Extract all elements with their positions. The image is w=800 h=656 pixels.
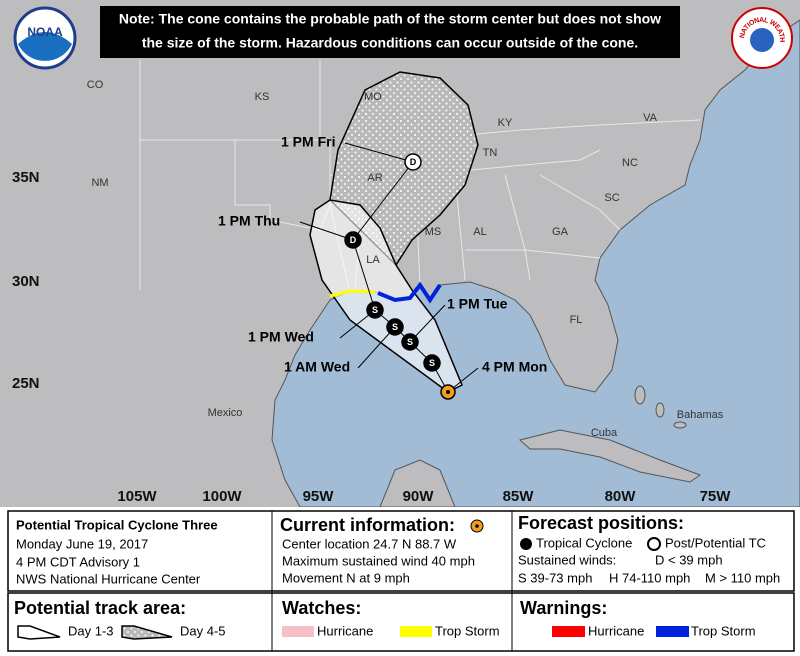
place-label: KS [255, 91, 270, 103]
info-box [7, 510, 795, 592]
forecast-time-label: 1 PM Wed [248, 329, 314, 345]
leader-line [299, 221, 354, 241]
ptc-icon [647, 537, 661, 551]
place-label: NC [622, 157, 638, 169]
place-label: FL [570, 314, 583, 326]
current-info-line: Movement N at 9 mph [282, 570, 410, 585]
winds-s: S 39-73 mph [518, 570, 592, 585]
place-label: NM [91, 177, 108, 189]
forecast-point-letter: D [410, 157, 417, 167]
forecast-point [401, 333, 419, 351]
forecast-point [404, 153, 422, 171]
ts-warning-swatch [656, 626, 689, 637]
hurricane-warning-label: Hurricane [588, 623, 644, 638]
current-icon-dot [475, 524, 479, 528]
day45-icon [121, 625, 173, 640]
forecast-point [386, 318, 404, 336]
winds-h: H 74-110 mph [609, 570, 690, 585]
forecast-time-label: 1 PM Tue [447, 296, 508, 312]
storm-date: Monday June 19, 2017 [16, 536, 148, 551]
ts-watch-swatch [400, 626, 432, 637]
place-label: Bahamas [677, 409, 724, 421]
forecast-time-label: 1 PM Thu [218, 213, 280, 229]
ts-warning-label: Trop Storm [691, 623, 756, 638]
hurricane-watch-label: Hurricane [317, 623, 373, 638]
forecast-point [423, 354, 441, 372]
forecast-point-letter: S [372, 305, 378, 315]
trop-storm-watch [329, 289, 376, 298]
day13-icon [17, 625, 61, 640]
place-label: MO [364, 91, 382, 103]
winds-label: Sustained winds: [518, 552, 616, 567]
lat-label: 35N [12, 169, 40, 186]
storm-name: Potential Tropical Cyclone Three [16, 517, 218, 532]
forecast-point-letter: D [350, 235, 357, 245]
map: Note: The cone contains the probable pat… [0, 0, 800, 508]
day13-label: Day 1-3 [68, 623, 114, 638]
current-position-dot [446, 390, 450, 394]
lon-label: 80W [605, 488, 637, 505]
hurricane-warning-swatch [552, 626, 585, 637]
place-label: Mexico [208, 407, 243, 419]
winds-d: D < 39 mph [655, 552, 723, 567]
noaa-text: NOAA [27, 25, 63, 39]
place-label: LA [366, 254, 380, 266]
winds-m: M > 110 mph [705, 570, 780, 585]
tc-icon [520, 538, 532, 550]
place-label: VA [643, 112, 658, 124]
lon-label: 100W [202, 488, 242, 505]
place-label: MS [425, 226, 442, 238]
trop-storm-warning [377, 281, 442, 304]
watches-title: Watches: [282, 598, 361, 618]
warnings-title: Warnings: [520, 598, 607, 618]
note-box [100, 6, 680, 58]
place-label: GA [552, 226, 569, 238]
forecast-time-label: 1 PM Fri [281, 134, 335, 150]
lat-label: 25N [12, 375, 40, 392]
ts-watch-label: Trop Storm [435, 623, 500, 638]
legend-panel: Potential Tropical Cyclone Three Monday … [0, 507, 800, 656]
place-label: SC [604, 192, 619, 204]
bahamas [634, 385, 687, 429]
lon-label: 85W [503, 488, 535, 505]
day45-label: Day 4-5 [180, 623, 226, 638]
place-label: Cuba [591, 427, 618, 439]
forecast-point [366, 301, 384, 319]
place-label: TN [483, 147, 498, 159]
leader-line [357, 326, 396, 369]
note-line: the size of the storm. Hazardous conditi… [142, 35, 638, 51]
current-info-title: Current information: [280, 515, 455, 535]
legend-box [7, 592, 795, 652]
forecast-point-letter: S [429, 358, 435, 368]
noaa-logo: NOAA [13, 6, 77, 70]
current-info-line: Maximum sustained wind 40 mph [282, 553, 475, 568]
lon-label: 90W [403, 488, 435, 505]
lat-label: 30N [12, 273, 40, 290]
center: NWS National Hurricane Center [16, 571, 201, 586]
hurricane-watch-swatch [282, 626, 314, 637]
forecast-title: Forecast positions: [518, 513, 684, 533]
tc-label: Tropical Cyclone [536, 535, 632, 550]
lon-label: 95W [303, 488, 335, 505]
leader-line [344, 142, 414, 163]
place-label: CO [87, 79, 104, 91]
ocean [271, 19, 800, 508]
note-line: Note: The cone contains the probable pat… [119, 11, 661, 27]
forecast-point-letter: S [407, 337, 413, 347]
current-info-line: Center location 24.7 N 88.7 W [282, 536, 457, 551]
forecast-time-label: 1 AM Wed [284, 359, 350, 375]
ptc-label: Post/Potential TC [665, 535, 766, 550]
forecast-time-label: 4 PM Mon [482, 359, 547, 375]
track-area-title: Potential track area: [14, 598, 186, 618]
place-label: AL [473, 226, 486, 238]
lon-label: 105W [117, 488, 157, 505]
forecast-point-letter: S [392, 322, 398, 332]
cuba [518, 429, 702, 483]
lon-label: 75W [700, 488, 732, 505]
advisory: 4 PM CDT Advisory 1 [16, 554, 140, 569]
forecast-point [344, 231, 362, 249]
place-label: KY [498, 117, 513, 129]
place-label: AR [367, 172, 382, 184]
